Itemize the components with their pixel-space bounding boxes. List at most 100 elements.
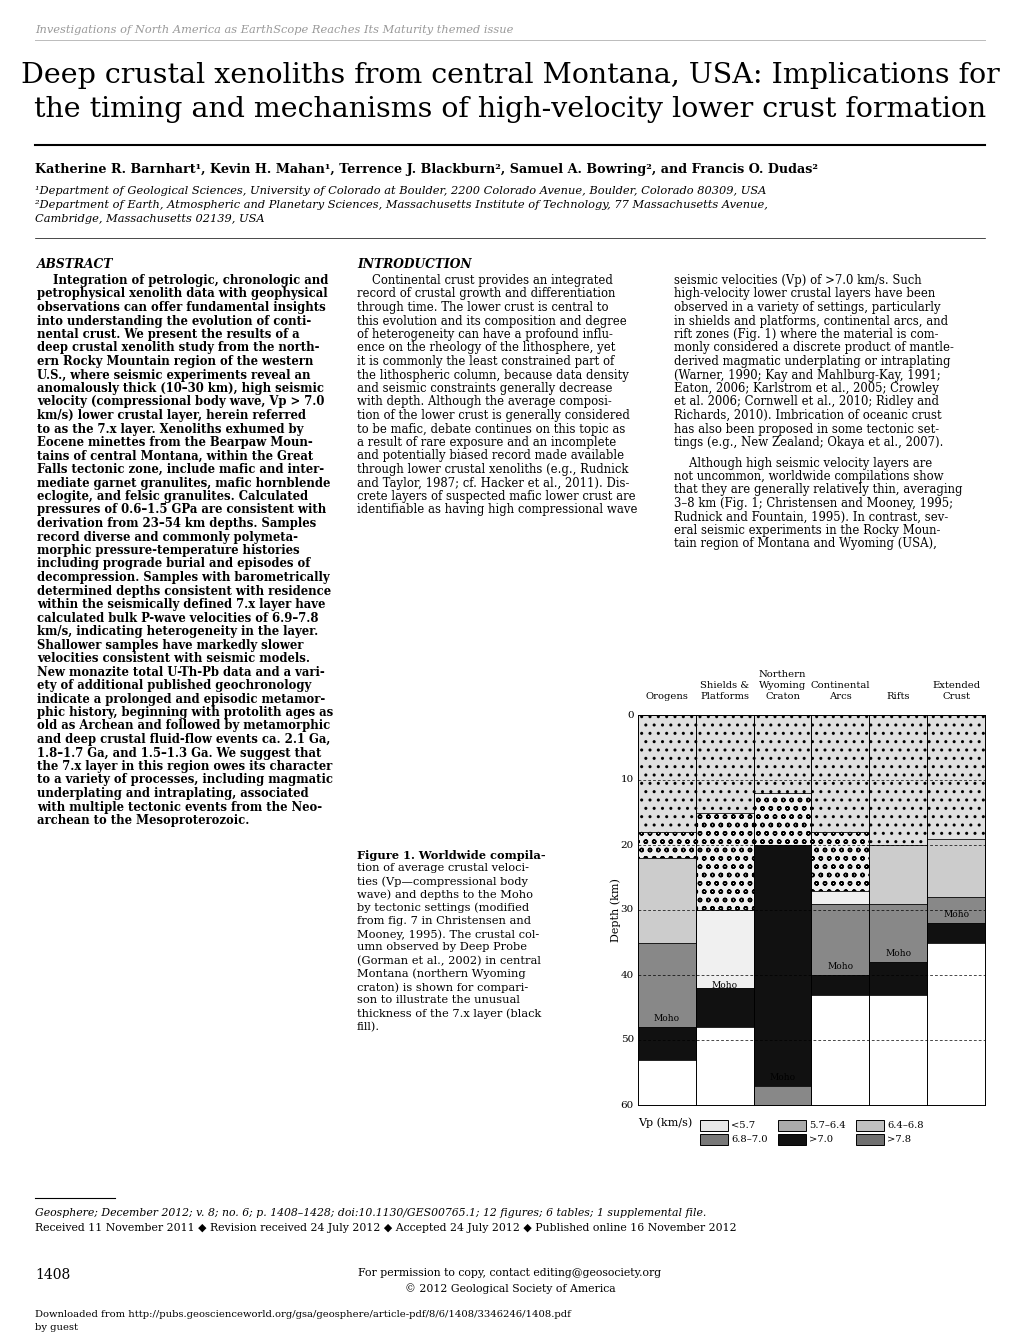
Text: the timing and mechanisms of high-velocity lower crust formation: the timing and mechanisms of high-veloci… — [34, 95, 985, 124]
Bar — [926, 896, 984, 923]
Text: INTRODUCTION: INTRODUCTION — [357, 258, 471, 271]
Text: the lithospheric column, because data density: the lithospheric column, because data de… — [357, 368, 629, 382]
Text: ¹Department of Geological Sciences, University of Colorado at Boulder, 2200 Colo: ¹Department of Geological Sciences, Univ… — [35, 185, 765, 196]
Bar — [695, 988, 753, 1027]
Text: Katherine R. Barnhart¹, Kevin H. Mahan¹, Terrence J. Blackburn², Samuel A. Bowri: Katherine R. Barnhart¹, Kevin H. Mahan¹,… — [35, 163, 817, 176]
Text: (Gorman et al., 2002) in central: (Gorman et al., 2002) in central — [357, 956, 540, 966]
Text: Cambridge, Massachusetts 02139, USA: Cambridge, Massachusetts 02139, USA — [35, 214, 264, 224]
Text: and deep crustal fluid-flow events ca. 2.1 Ga,: and deep crustal fluid-flow events ca. 2… — [37, 732, 330, 746]
Text: Rifts: Rifts — [886, 692, 909, 702]
Text: Geosphere; December 2012; v. 8; no. 6; p. 1408–1428; doi:10.1130/GES00765.1; 12 : Geosphere; December 2012; v. 8; no. 6; p… — [35, 1208, 706, 1218]
Text: determined depths consistent with residence: determined depths consistent with reside… — [37, 585, 331, 598]
Text: 3–8 km (Fig. 1; Christensen and Mooney, 1995;: 3–8 km (Fig. 1; Christensen and Mooney, … — [674, 497, 952, 509]
Bar — [777, 1134, 805, 1145]
Bar — [637, 857, 695, 942]
Text: Extended: Extended — [931, 681, 979, 689]
Bar — [926, 715, 984, 839]
Text: thickness of the 7.x layer (black: thickness of the 7.x layer (black — [357, 1008, 541, 1019]
Text: pressures of 0.6–1.5 GPa are consistent with: pressures of 0.6–1.5 GPa are consistent … — [37, 504, 326, 516]
Text: 30: 30 — [621, 906, 634, 914]
Bar — [868, 715, 926, 845]
Text: crete layers of suspected mafic lower crust are: crete layers of suspected mafic lower cr… — [357, 491, 635, 503]
Text: 6.4–6.8: 6.4–6.8 — [887, 1121, 923, 1130]
Text: son to illustrate the unusual: son to illustrate the unusual — [357, 995, 520, 1005]
Text: Orogens: Orogens — [645, 692, 688, 702]
Text: 20: 20 — [621, 840, 634, 849]
Text: 50: 50 — [621, 1035, 634, 1044]
Text: Although high seismic velocity layers are: Although high seismic velocity layers ar… — [674, 457, 931, 469]
Bar — [855, 1134, 883, 1145]
Text: observations can offer fundamental insights: observations can offer fundamental insig… — [37, 301, 325, 314]
Text: tion of the lower crust is generally considered: tion of the lower crust is generally con… — [357, 409, 630, 422]
Text: ern Rocky Mountain region of the western: ern Rocky Mountain region of the western — [37, 355, 313, 368]
Text: Investigations of North America as EarthScope Reaches Its Maturity themed issue: Investigations of North America as Earth… — [35, 26, 513, 35]
Text: © 2012 Geological Society of America: © 2012 Geological Society of America — [405, 1284, 614, 1294]
Bar — [811, 715, 868, 832]
Text: identifiable as having high compressional wave: identifiable as having high compressiona… — [357, 504, 637, 516]
Text: Eocene minettes from the Bearpaw Moun-: Eocene minettes from the Bearpaw Moun- — [37, 435, 313, 449]
Text: Rudnick and Fountain, 1995). In contrast, sev-: Rudnick and Fountain, 1995). In contrast… — [674, 511, 948, 524]
Text: it is commonly the least constrained part of: it is commonly the least constrained par… — [357, 355, 613, 368]
Text: km/s) lower crustal layer, herein referred: km/s) lower crustal layer, herein referr… — [37, 409, 306, 422]
Text: to a variety of processes, including magmatic: to a variety of processes, including mag… — [37, 774, 332, 786]
Text: >7.0: >7.0 — [808, 1134, 833, 1144]
Text: in shields and platforms, continental arcs, and: in shields and platforms, continental ar… — [674, 314, 948, 328]
Text: New monazite total U-Th-Pb data and a vari-: New monazite total U-Th-Pb data and a va… — [37, 665, 324, 679]
Text: archean to the Mesoproterozoic.: archean to the Mesoproterozoic. — [37, 814, 249, 827]
Text: 1408: 1408 — [35, 1267, 70, 1282]
Text: Continental: Continental — [810, 681, 869, 689]
Bar — [868, 962, 926, 995]
Bar — [699, 1134, 728, 1145]
Bar — [695, 910, 753, 988]
Text: Integration of petrologic, chronologic and: Integration of petrologic, chronologic a… — [37, 274, 328, 288]
Bar — [637, 715, 695, 832]
Text: Wyoming: Wyoming — [758, 681, 805, 689]
Text: through lower crustal xenoliths (e.g., Rudnick: through lower crustal xenoliths (e.g., R… — [357, 462, 628, 476]
Text: that they are generally relatively thin, averaging: that they are generally relatively thin,… — [674, 484, 962, 496]
Text: fill).: fill). — [357, 1021, 380, 1032]
Text: Moho: Moho — [711, 981, 737, 991]
Text: ties (Vp—compressional body: ties (Vp—compressional body — [357, 876, 528, 887]
Text: Crust: Crust — [942, 692, 969, 702]
Bar — [811, 891, 868, 903]
Text: 1.8–1.7 Ga, and 1.5–1.3 Ga. We suggest that: 1.8–1.7 Ga, and 1.5–1.3 Ga. We suggest t… — [37, 746, 321, 759]
Text: this evolution and its composition and degree: this evolution and its composition and d… — [357, 314, 626, 328]
Text: ABSTRACT: ABSTRACT — [37, 258, 113, 271]
Text: Moho: Moho — [826, 962, 853, 970]
Bar — [926, 923, 984, 942]
Bar — [855, 1120, 883, 1132]
Bar — [811, 832, 868, 891]
Text: Arcs: Arcs — [828, 692, 851, 702]
Text: 5.7–6.4: 5.7–6.4 — [808, 1121, 845, 1130]
Text: underplating and intraplating, associated: underplating and intraplating, associate… — [37, 788, 309, 800]
Text: Downloaded from http://pubs.geoscienceworld.org/gsa/geosphere/article-pdf/8/6/14: Downloaded from http://pubs.geosciencewo… — [35, 1310, 571, 1318]
Text: a result of rare exposure and an incomplete: a result of rare exposure and an incompl… — [357, 435, 615, 449]
Text: nental crust. We present the results of a: nental crust. We present the results of … — [37, 328, 300, 341]
Text: record of crustal growth and differentiation: record of crustal growth and differentia… — [357, 288, 614, 301]
Text: old as Archean and followed by metamorphic: old as Archean and followed by metamorph… — [37, 719, 330, 732]
Text: record diverse and commonly polymeta-: record diverse and commonly polymeta- — [37, 531, 298, 543]
Text: U.S., where seismic experiments reveal an: U.S., where seismic experiments reveal a… — [37, 368, 310, 382]
Text: Figure 1. Worldwide compila-: Figure 1. Worldwide compila- — [357, 849, 545, 862]
Bar — [811, 974, 868, 995]
Text: derived magmatic underplating or intraplating: derived magmatic underplating or intrapl… — [674, 355, 950, 368]
Text: with depth. Although the average composi-: with depth. Although the average composi… — [357, 395, 611, 409]
Text: 40: 40 — [621, 970, 634, 980]
Text: Falls tectonic zone, include mafic and inter-: Falls tectonic zone, include mafic and i… — [37, 462, 324, 476]
Text: and seismic constraints generally decrease: and seismic constraints generally decrea… — [357, 382, 611, 395]
Bar — [811, 903, 868, 974]
Text: with multiple tectonic events from the Neo-: with multiple tectonic events from the N… — [37, 801, 322, 813]
Text: anomalously thick (10–30 km), high seismic: anomalously thick (10–30 km), high seism… — [37, 382, 324, 395]
Text: mediate garnet granulites, mafic hornblende: mediate garnet granulites, mafic hornble… — [37, 477, 330, 489]
Text: Deep crustal xenoliths from central Montana, USA: Implications for: Deep crustal xenoliths from central Mont… — [20, 62, 999, 89]
Text: 6.8–7.0: 6.8–7.0 — [731, 1134, 767, 1144]
Text: ence on the rheology of the lithosphere, yet: ence on the rheology of the lithosphere,… — [357, 341, 614, 355]
Text: >7.8: >7.8 — [887, 1134, 910, 1144]
Text: tain region of Montana and Wyoming (USA),: tain region of Montana and Wyoming (USA)… — [674, 538, 936, 551]
Text: by tectonic settings (modified: by tectonic settings (modified — [357, 903, 529, 914]
Bar — [753, 793, 811, 845]
Text: Eaton, 2006; Karlstrom et al., 2005; Crowley: Eaton, 2006; Karlstrom et al., 2005; Cro… — [674, 382, 937, 395]
Text: tion of average crustal veloci-: tion of average crustal veloci- — [357, 863, 529, 874]
Text: Moho: Moho — [943, 910, 968, 919]
Text: 60: 60 — [621, 1101, 634, 1110]
